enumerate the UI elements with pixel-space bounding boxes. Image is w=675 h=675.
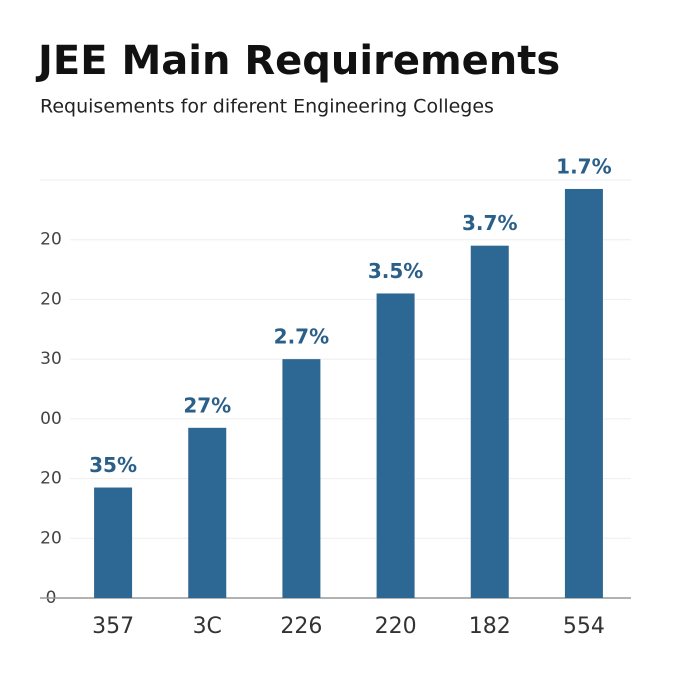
x-tick-label: 357 [92,614,134,639]
x-tick-label: 220 [375,614,417,639]
y-tick-label: 30 [40,349,62,369]
x-tick-label: 182 [469,614,511,639]
bar [188,427,227,598]
bar [564,188,603,598]
bar-annotation: 3.7% [462,211,517,235]
chart-subtitle: Requisements for diferent Engineering Co… [40,96,494,118]
y-tick-label: 20 [40,230,62,250]
x-tick-label: 3C [193,614,222,639]
y-tick-label: 20 [40,528,62,548]
chart-title: JEE Main Requirements [35,38,560,84]
x-tick-label: 226 [280,614,322,639]
bar [94,487,133,598]
y-tick-label: 20 [40,289,62,309]
bar [282,359,321,598]
bar [470,245,509,598]
bar-annotation: 35% [89,453,137,477]
x-tick-label: 554 [563,614,605,639]
bar [376,293,415,598]
y-tick-label: 00 [40,409,62,429]
y-tick-label: 20 [40,469,62,489]
bar-annotation: 3.5% [368,259,423,283]
bar-annotation: 1.7% [556,154,611,178]
bar-annotation: 2.7% [274,325,329,349]
bar-annotation: 27% [183,393,231,417]
